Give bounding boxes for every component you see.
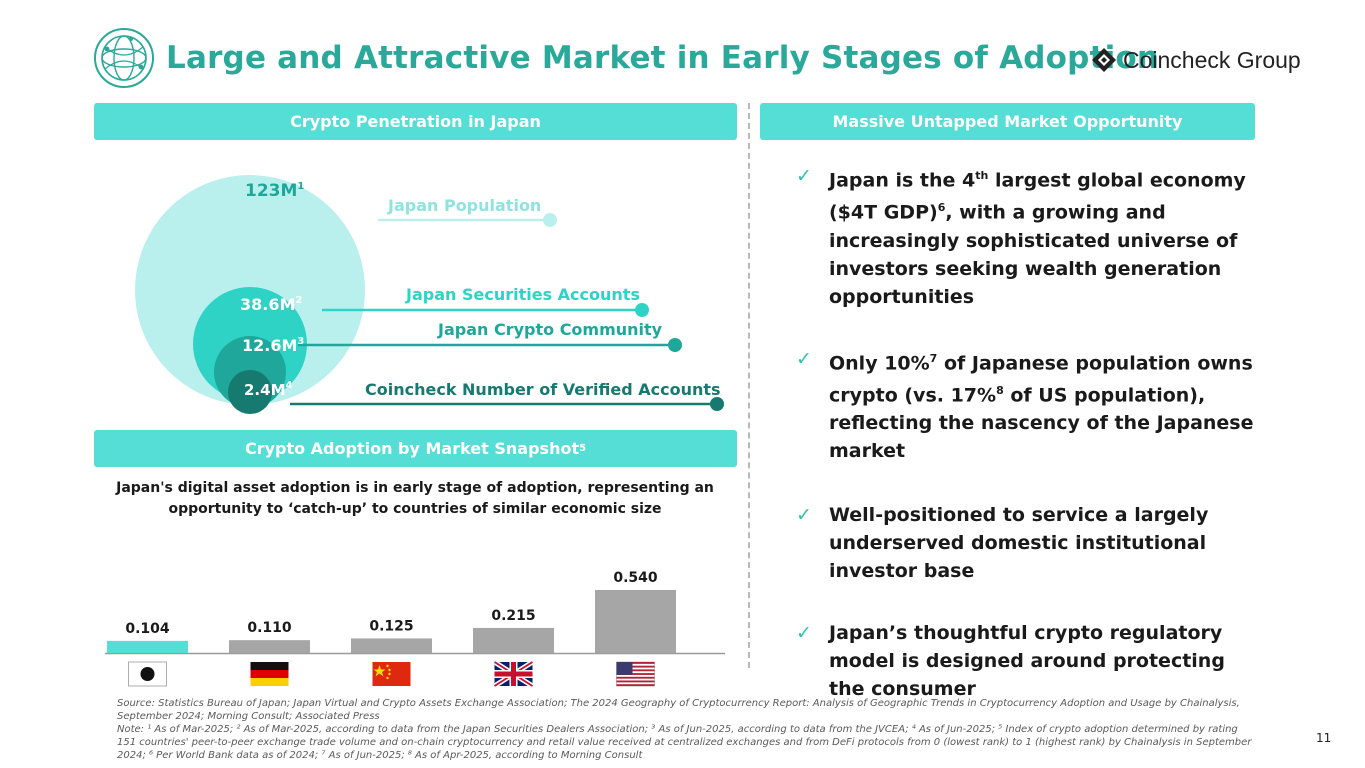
source-text: Source: Statistics Bureau of Japan; Japa… xyxy=(117,698,1240,722)
label-population: Japan Population xyxy=(387,196,541,215)
us-flag-icon xyxy=(616,661,655,687)
check-icon: ✓ xyxy=(796,504,812,527)
section-header-penetration: Crypto Penetration in Japan xyxy=(94,103,737,140)
section-header-label: Massive Untapped Market Opportunity xyxy=(832,112,1183,131)
label-crypto: Japan Crypto Community xyxy=(437,320,663,339)
value-coincheck: 2.4M4 xyxy=(244,380,293,399)
chart-value-label: 0.104 xyxy=(125,621,170,637)
bullet-item: ✓ Japan’s thoughtful crypto regulatory m… xyxy=(796,619,1266,703)
chart-bar-united-states xyxy=(595,590,676,653)
bullet-text: largest global economy ($4T GDP) xyxy=(829,169,1246,224)
connector-dot-crypto xyxy=(668,338,682,352)
section-header-label: Crypto Adoption by Market Snapshot xyxy=(244,439,580,458)
bullet-item: ✓ Well-positioned to service a largely u… xyxy=(796,501,1266,585)
value-population: 123M1 xyxy=(245,181,304,201)
label-securities: Japan Securities Accounts xyxy=(405,285,640,304)
bullet-text: Well-positioned to service a largely und… xyxy=(829,504,1209,583)
label-coincheck: Coincheck Number of Verified Accounts xyxy=(365,380,721,399)
bullet-text: of Japanese population owns crypto (vs. … xyxy=(829,351,1253,407)
check-icon: ✓ xyxy=(796,165,812,187)
section-header-label: Crypto Penetration in Japan xyxy=(290,112,541,131)
bullet-item: ✓ Japan is the 4th largest global econom… xyxy=(796,162,1266,311)
footnote-marker: 6 xyxy=(937,201,946,215)
adoption-bar-chart: 0.104 0.110 0.125 0.215 0.540 xyxy=(105,570,725,689)
connector-dot-coincheck xyxy=(710,397,724,411)
connector-dot-population xyxy=(543,213,557,227)
brand-logo: Coincheck Group xyxy=(1091,45,1301,75)
chart-bar-japan xyxy=(107,640,188,653)
globe-icon xyxy=(94,28,154,88)
bullet-text: , with a growing and increasingly sophis… xyxy=(829,201,1238,308)
germany-flag-icon xyxy=(250,662,289,686)
circle-coincheck xyxy=(228,370,272,414)
note-text: Note: ¹ As of Mar-2025; ² As of Mar-2025… xyxy=(117,724,1252,761)
coincheck-diamond-icon xyxy=(1092,48,1116,72)
bullet-text: of US population), reflecting the nascen… xyxy=(829,384,1254,463)
footnote-marker: 5 xyxy=(579,443,587,454)
superscript: th xyxy=(975,169,989,182)
page-number: 11 xyxy=(1316,731,1332,745)
page-title: Large and Attractive Market in Early Sta… xyxy=(166,40,1160,76)
nested-circles-diagram: 123M1 38.6M2 12.6M3 2.4M4 Japan Populati… xyxy=(135,175,724,414)
chart-value-label: 0.110 xyxy=(247,620,292,636)
source-notes: Source: Statistics Bureau of Japan; Japa… xyxy=(117,697,1252,762)
footnote-marker: 8 xyxy=(996,383,1004,397)
section-header-opportunity: Massive Untapped Market Opportunity xyxy=(760,103,1255,140)
china-flag-icon xyxy=(372,662,411,686)
check-icon: ✓ xyxy=(796,347,812,370)
chart-bar-germany xyxy=(229,640,310,653)
bullet-text: Only 10% xyxy=(829,351,930,374)
brand-name: Coincheck Group xyxy=(1123,46,1301,73)
opportunity-bullets: ✓ Japan is the 4th largest global econom… xyxy=(796,162,1266,737)
column-divider xyxy=(748,103,750,668)
footnote-marker: 7 xyxy=(929,351,938,365)
section-header-snapshot: Crypto Adoption by Market Snapshot 5 xyxy=(94,430,737,467)
japan-flag-icon xyxy=(128,661,167,687)
bullet-text: Japan is the 4 xyxy=(829,169,976,192)
bullet-text: Japan’s thoughtful crypto regulatory mod… xyxy=(829,622,1225,701)
snapshot-caption: Japan's digital asset adoption is in ear… xyxy=(116,480,714,517)
bullet-item: ✓ Only 10%7 of Japanese population owns … xyxy=(796,345,1266,466)
connector-dot-securities xyxy=(635,303,649,317)
chart-value-label: 0.215 xyxy=(491,608,535,624)
chart-value-label: 0.125 xyxy=(369,618,413,634)
value-crypto: 12.6M3 xyxy=(242,336,304,355)
value-securities: 38.6M2 xyxy=(240,295,302,314)
uk-flag-icon xyxy=(493,659,534,689)
chart-bar-united-kingdom xyxy=(473,627,554,653)
chart-bar-china xyxy=(351,638,432,653)
chart-value-label: 0.540 xyxy=(613,570,658,586)
check-icon: ✓ xyxy=(796,622,812,645)
